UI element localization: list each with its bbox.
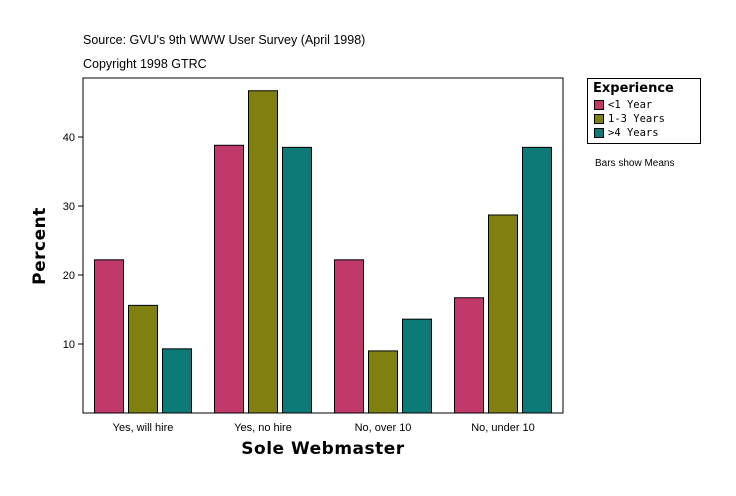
y-axis-title: Percent [30,207,50,285]
bar-3-1 [162,348,192,414]
legend-label: <1 Year [608,99,653,111]
legend-item-over-4-years: >4 Years [594,127,659,139]
x-tick-label: Yes, no hire [234,422,292,434]
bar-3-4 [522,146,552,414]
plot-frame [82,77,564,414]
legend-label: 1-3 Years [608,113,665,125]
bar-1-1 [94,259,124,414]
x-tick-label: No, under 10 [471,422,535,434]
bar-2-2 [248,90,278,414]
bar-3-2 [282,146,312,414]
x-tick-label: Yes, will hire [113,422,174,434]
legend-label: >4 Years [608,127,659,139]
x-axis-title: Sole Webmaster [241,439,405,459]
legend-swatch [594,100,604,110]
y-tick-label: 30 [63,201,75,213]
y-tick-label: 10 [63,339,75,351]
legend-swatch [594,114,604,124]
bar-1-3 [334,259,364,414]
plot-area: 10 20 30 40 Yes, will hire Yes, no hire No, ov… [63,77,564,434]
y-tick-label: 20 [63,270,75,282]
bar-2-1 [128,304,158,414]
bar-3-3 [402,318,432,414]
bars-show-means-note: Bars show Means [595,158,675,169]
chart-source-note: Source: GVU's 9th WWW User Survey (April… [83,33,366,47]
legend-title: Experience [593,81,674,96]
bar-2-3 [368,350,398,414]
legend-swatch [594,128,604,138]
chart-copyright-note: Copyright 1998 GTRC [83,57,207,71]
chart-legend: Experience <1 Year 1-3 Years >4 Years [587,78,701,144]
legend-item-less-than-1-year: <1 Year [594,99,652,111]
bar-2-4 [488,214,518,414]
bar-1-2 [214,144,244,414]
y-tick-label: 40 [63,132,75,144]
legend-item-1-3-years: 1-3 Years [594,113,665,125]
x-tick-label: No, over 10 [355,422,412,434]
bar-1-4 [454,297,484,414]
